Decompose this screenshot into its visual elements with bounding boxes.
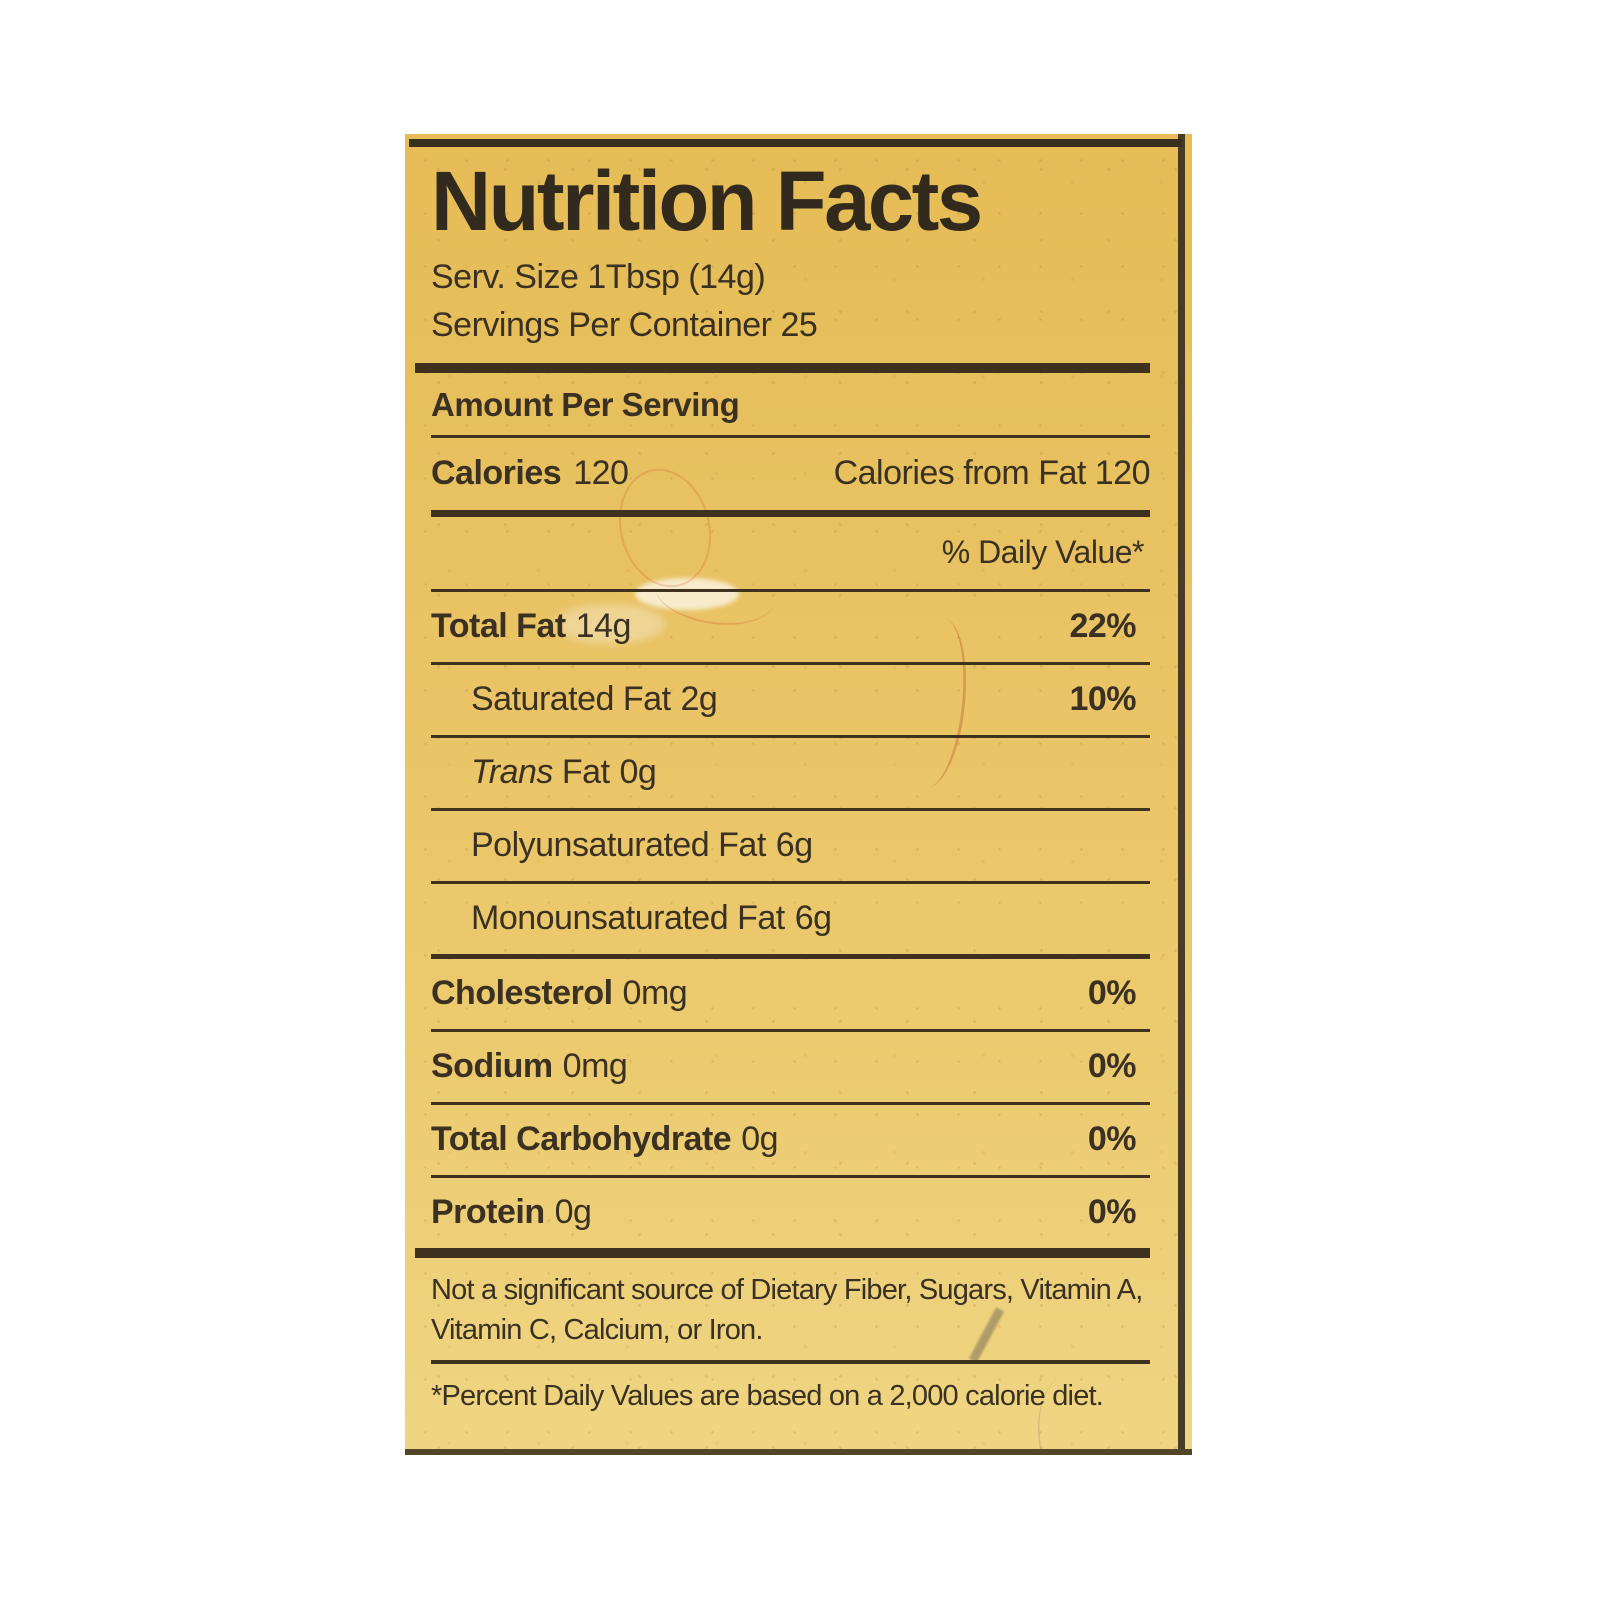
nutrient-row-trans-fat: Trans Fat 0g: [431, 738, 1150, 808]
nutrient-name: Cholesterol: [431, 974, 613, 1012]
divider: [431, 589, 1150, 592]
divider: [431, 808, 1150, 811]
photo-smudge-artifact: [635, 578, 739, 610]
daily-value-heading: % Daily Value*: [941, 534, 1145, 570]
nutrient-percent: 0%: [1087, 1193, 1137, 1231]
nutrient-value: 6g: [775, 826, 813, 864]
footnote-daily-values: *Percent Daily Values are based on a 2,0…: [431, 1380, 1104, 1412]
nutrient-name: Monounsaturated Fat: [471, 899, 785, 937]
nutrient-percent: 0%: [1087, 974, 1137, 1012]
label-content: Nutrition Facts Serv. Size 1Tbsp (14g) S…: [405, 147, 1192, 1426]
nutrient-value: 0g: [619, 753, 657, 791]
label-title: Nutrition Facts: [431, 154, 983, 248]
nutrient-percent: 0%: [1087, 1047, 1137, 1085]
nutrient-row-total-fat: Total Fat 14g 22%: [431, 592, 1150, 662]
calories-row: Calories 120 Calories from Fat 120: [431, 438, 1151, 510]
nutrient-name-italic: Trans: [471, 753, 553, 791]
nutrient-row-saturated-fat: Saturated Fat 2g 10%: [431, 665, 1150, 735]
divider: [431, 1175, 1150, 1178]
nutrient-value: 0g: [554, 1193, 592, 1231]
nutrient-name: Polyunsaturated Fat: [471, 826, 766, 864]
nutrient-row-cholesterol: Cholesterol 0mg 0%: [431, 959, 1150, 1029]
nutrient-value: 0g: [741, 1120, 779, 1158]
nutrient-row-sodium: Sodium 0mg 0%: [431, 1032, 1150, 1102]
calories-from-fat-text: Calories from Fat 120: [833, 454, 1151, 492]
divider: [431, 662, 1150, 665]
divider-thick: [415, 1248, 1150, 1258]
nutrient-value: 2g: [680, 680, 718, 718]
nutrient-row-polyunsaturated-fat: Polyunsaturated Fat 6g: [431, 811, 1150, 881]
nutrient-percent: 22%: [1069, 607, 1136, 645]
nutrient-name: Total Fat: [431, 607, 566, 645]
divider-thick: [415, 363, 1150, 373]
photo-smudge-artifact: [555, 604, 665, 644]
divider: [431, 881, 1150, 884]
footnote-significant-source: Not a significant source of Dietary Fibe…: [431, 1274, 1143, 1346]
nutrient-value: 0mg: [562, 1047, 628, 1085]
nutrient-row-total-carbohydrate: Total Carbohydrate 0g 0%: [431, 1105, 1150, 1175]
nutrient-row-protein: Protein 0g 0%: [431, 1178, 1150, 1248]
nutrient-name: Sodium: [431, 1047, 553, 1085]
divider: [431, 735, 1150, 738]
label-border-top: [409, 139, 1182, 147]
nutrient-name: Total Carbohydrate: [431, 1120, 732, 1158]
nutrient-percent: 0%: [1087, 1120, 1137, 1158]
divider-medium: [431, 510, 1150, 517]
nutrient-name: Saturated Fat: [471, 680, 671, 718]
nutrient-row-monounsaturated-fat: Monounsaturated Fat 6g: [431, 884, 1150, 954]
nutrient-value: 0mg: [622, 974, 688, 1012]
nutrient-name: Fat: [561, 753, 610, 791]
nutrition-facts-label: Nutrition Facts Serv. Size 1Tbsp (14g) S…: [405, 134, 1192, 1455]
label-border-right: [1178, 134, 1185, 1449]
nutrient-name: Protein: [431, 1193, 545, 1231]
nutrient-value: 6g: [794, 899, 832, 937]
calories-label: Calories: [431, 454, 562, 492]
serving-size-text: Serv. Size 1Tbsp (14g): [431, 258, 766, 296]
divider: [431, 1360, 1150, 1364]
divider: [431, 1102, 1150, 1105]
nutrient-value: 14g: [575, 607, 632, 645]
divider-medium: [431, 954, 1150, 959]
amount-per-serving-heading: Amount Per Serving: [431, 386, 740, 423]
divider: [431, 1029, 1150, 1032]
servings-per-container-text: Servings Per Container 25: [431, 306, 818, 344]
divider: [431, 435, 1150, 438]
calories-value: 120: [573, 454, 629, 492]
nutrient-percent: 10%: [1069, 680, 1136, 718]
